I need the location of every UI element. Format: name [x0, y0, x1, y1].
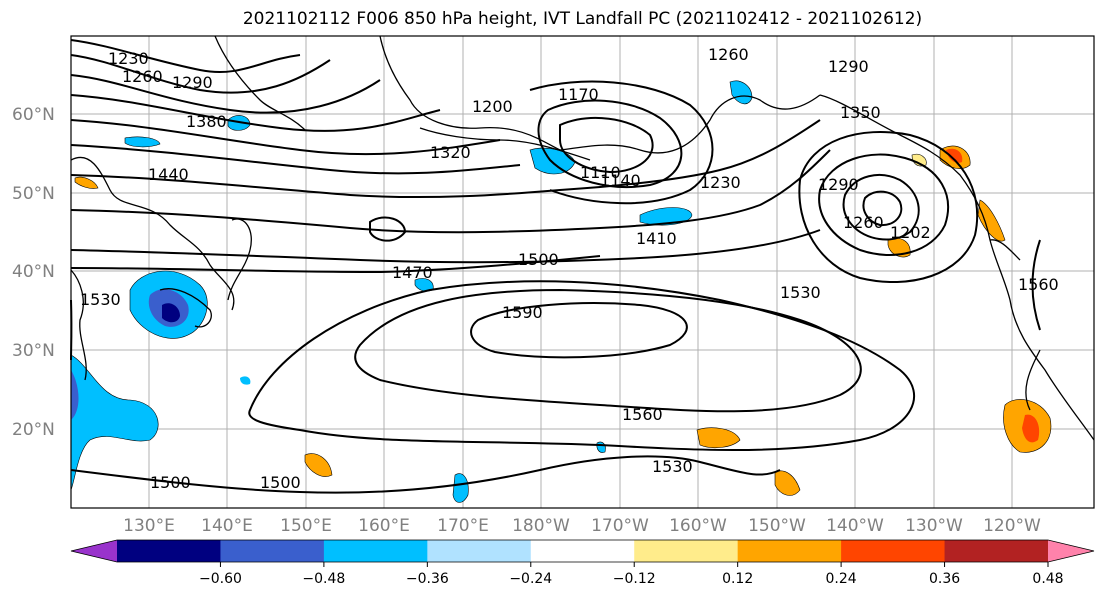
contour-label: 1380 — [186, 112, 227, 131]
ivt-neg-south — [70, 354, 159, 491]
colorbar: −0.60 −0.48 −0.36 −0.24 −0.12 0.12 0.24 0.36 0.4… — [70, 539, 1095, 587]
colorbar-segment — [427, 540, 532, 562]
ivt-neg-small — [240, 376, 251, 385]
contour-labels: 1230 1260 1290 1380 1440 1530 1200 1170 … — [80, 45, 1059, 492]
colorbar-tick-label: −0.36 — [406, 571, 449, 587]
contour-label: 1320 — [430, 143, 471, 162]
contour-label: 1200 — [472, 97, 513, 116]
lat-label-50n: 50°N — [12, 184, 55, 204]
lon-label-160e: 160°E — [358, 516, 410, 536]
contour-label: 1260 — [843, 213, 884, 232]
lon-label-130e: 130°E — [123, 516, 175, 536]
contour-label: 1500 — [260, 473, 301, 492]
colorbar-tick-label: 0.24 — [826, 571, 857, 587]
colorbar-tick-label: −0.48 — [302, 571, 345, 587]
contour-label: 1500 — [150, 473, 191, 492]
contour-label: 1530 — [780, 283, 821, 302]
contour-label: 1290 — [818, 175, 859, 194]
contour-label: 1290 — [828, 57, 869, 76]
colorbar-segments — [117, 540, 1049, 562]
lon-label-180w: 180°W — [512, 516, 570, 536]
contour-label: 1530 — [652, 457, 693, 476]
colorbar-ticks: −0.60 −0.48 −0.36 −0.24 −0.12 0.12 0.24 0.36 0.4… — [199, 562, 1064, 587]
contour-label: 1470 — [392, 263, 433, 282]
colorbar-segment — [737, 540, 842, 562]
lon-label-140w: 140°W — [826, 516, 884, 536]
contour-label: 1410 — [636, 229, 677, 248]
contour-label: 1260 — [708, 45, 749, 64]
colorbar-segment — [530, 540, 635, 562]
ivt-pos-hawaii — [696, 427, 741, 449]
contour-label: 1500 — [518, 250, 559, 269]
ivt-neg-tropic — [452, 473, 469, 503]
lon-label-130w: 130°W — [905, 516, 963, 536]
ivt-pos-nw — [74, 176, 99, 189]
contour-label: 1230 — [108, 49, 149, 68]
colorbar-extend-max — [1048, 540, 1094, 562]
contour-label: 1350 — [840, 103, 881, 122]
ivt-pos-coast-core — [946, 148, 963, 163]
colorbar-segment — [323, 540, 428, 562]
lon-label-170w: 170°W — [591, 516, 649, 536]
lon-label-150w: 150°W — [748, 516, 806, 536]
contour-label: 1290 — [172, 73, 213, 92]
contour-label: 1170 — [558, 85, 599, 104]
colorbar-segment — [117, 540, 221, 562]
colorbar-tick-label: 0.36 — [929, 571, 960, 587]
ivt-neg-japan-max — [162, 303, 180, 323]
lat-label-30n: 30°N — [12, 341, 55, 361]
contour-label: 1140 — [600, 171, 641, 190]
lat-label-20n: 20°N — [12, 420, 55, 440]
ivt-neg-okhotsk — [124, 136, 161, 148]
ivt-pos-baja-core — [1022, 414, 1040, 443]
colorbar-segment — [220, 540, 325, 562]
latitude-labels: 60°N 50°N 40°N 30°N 20°N — [12, 105, 55, 440]
contour-label: 1530 — [80, 290, 121, 309]
contour-label: 1230 — [700, 173, 741, 192]
ivt-neg-south-core — [71, 370, 79, 420]
ivt-pos-marianas — [304, 453, 333, 477]
lat-label-40n: 40°N — [12, 262, 55, 282]
colorbar-segment — [944, 540, 1049, 562]
colorbar-tick-label: 0.48 — [1032, 571, 1063, 587]
lon-label-150e: 150°E — [280, 516, 332, 536]
contour-label: 1440 — [148, 165, 189, 184]
colorbar-tick-label: −0.24 — [509, 571, 552, 587]
ivt-pos-oregon — [977, 199, 1006, 242]
colorbar-segment — [841, 540, 946, 562]
colorbar-tick-label: −0.12 — [613, 571, 656, 587]
contour-label: 1110 — [580, 163, 621, 182]
colorbar-outline — [70, 539, 1095, 563]
map-title: 2021102112 F006 850 hPa height, IVT Land… — [242, 9, 923, 29]
height-contours — [70, 39, 1041, 494]
ivt-neg-alaska — [729, 80, 753, 105]
colorbar-segment — [634, 540, 739, 562]
lon-label-120w: 120°W — [983, 516, 1041, 536]
colorbar-extend-min — [71, 540, 117, 562]
contour-label: 1560 — [1018, 275, 1059, 294]
colorbar-tick-label: −0.60 — [199, 571, 242, 587]
map-frame — [70, 35, 1095, 509]
contour-label: 1590 — [502, 303, 543, 322]
ivt-pos-east — [774, 470, 801, 496]
contour-label: 1560 — [622, 405, 663, 424]
contour-label: 1202 — [890, 223, 931, 242]
longitude-labels: 130°E 140°E 150°E 160°E 170°E 180°W 170°… — [123, 516, 1041, 536]
contour-label: 1260 — [122, 67, 163, 86]
lon-label-170e: 170°E — [437, 516, 489, 536]
lat-label-60n: 60°N — [12, 105, 55, 125]
lon-label-160w: 160°W — [669, 516, 727, 536]
lon-label-140e: 140°E — [201, 516, 253, 536]
colorbar-tick-label: 0.12 — [722, 571, 753, 587]
